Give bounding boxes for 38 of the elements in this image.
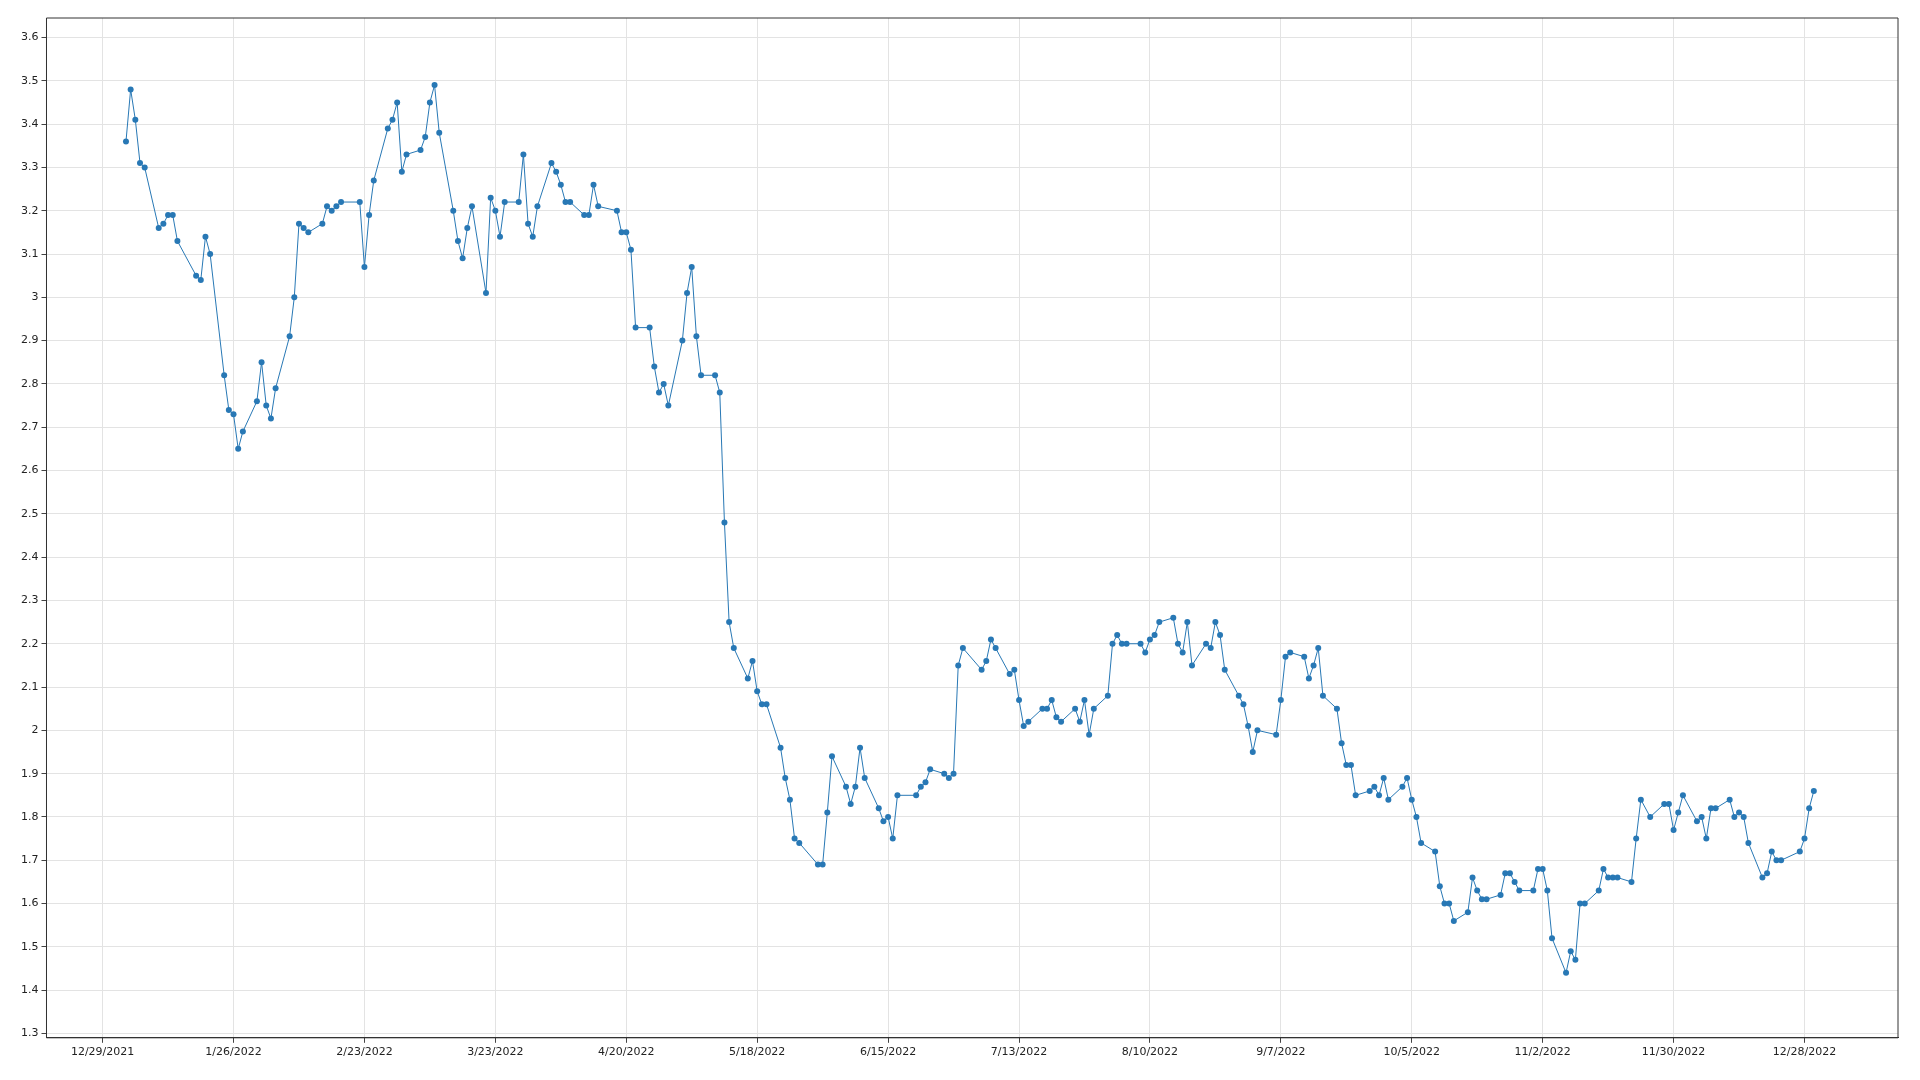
y-tick-label: 1.3: [20, 1026, 39, 1040]
y-tick-label: 2: [31, 723, 39, 737]
y-tick-label: 1.8: [20, 809, 39, 823]
x-tick-label: 12/28/2022: [1772, 1045, 1837, 1059]
y-tick-label: 2.6: [20, 463, 39, 477]
x-tick-label: 11/2/2022: [1514, 1045, 1571, 1059]
y-tick-label: 3.3: [20, 160, 39, 174]
y-tick-label: 2.5: [20, 506, 39, 520]
x-tick-label: 8/10/2022: [1121, 1045, 1179, 1059]
x-tick-label: 2/23/2022: [336, 1045, 393, 1059]
x-tick-label: 1/26/2022: [205, 1045, 262, 1059]
y-tick-label: 2.9: [20, 333, 39, 347]
x-tick-label: 7/13/2022: [990, 1045, 1048, 1059]
x-tick-label: 9/7/2022: [1256, 1045, 1306, 1059]
y-tick-label: 1.6: [20, 896, 39, 910]
x-tick-label: 3/23/2022: [467, 1045, 524, 1059]
y-tick-label: 1.4: [20, 983, 39, 997]
x-tick-label: 12/29/2021: [70, 1045, 135, 1059]
y-tick-label: 2.4: [20, 549, 39, 563]
y-tick-label: 3.5: [20, 73, 39, 87]
x-tick-label: 11/30/2022: [1641, 1045, 1706, 1059]
y-tick-label: 1.5: [20, 939, 39, 953]
y-tick-label: 3.1: [20, 246, 39, 260]
y-tick-label: 1.7: [20, 853, 39, 867]
y-tick-label: 2.7: [20, 420, 39, 434]
y-tick-label: 2.2: [20, 636, 39, 650]
x-tick-label: 4/20/2022: [598, 1045, 655, 1059]
y-tick-label: 2.8: [20, 376, 39, 390]
y-tick-label: 2.3: [20, 593, 39, 607]
y-tick-label: 3.2: [20, 203, 39, 217]
y-tick-label: 3: [31, 290, 39, 304]
y-tick-label: 1.9: [20, 766, 39, 780]
y-tick-label: 2.1: [20, 679, 39, 693]
y-tick-label: 3.4: [20, 116, 39, 130]
x-tick-label: 10/5/2022: [1383, 1045, 1440, 1059]
y-tick-label: 3.6: [20, 30, 39, 44]
x-tick-label: 6/15/2022: [859, 1045, 917, 1059]
x-tick-label: 5/18/2022: [728, 1045, 786, 1059]
